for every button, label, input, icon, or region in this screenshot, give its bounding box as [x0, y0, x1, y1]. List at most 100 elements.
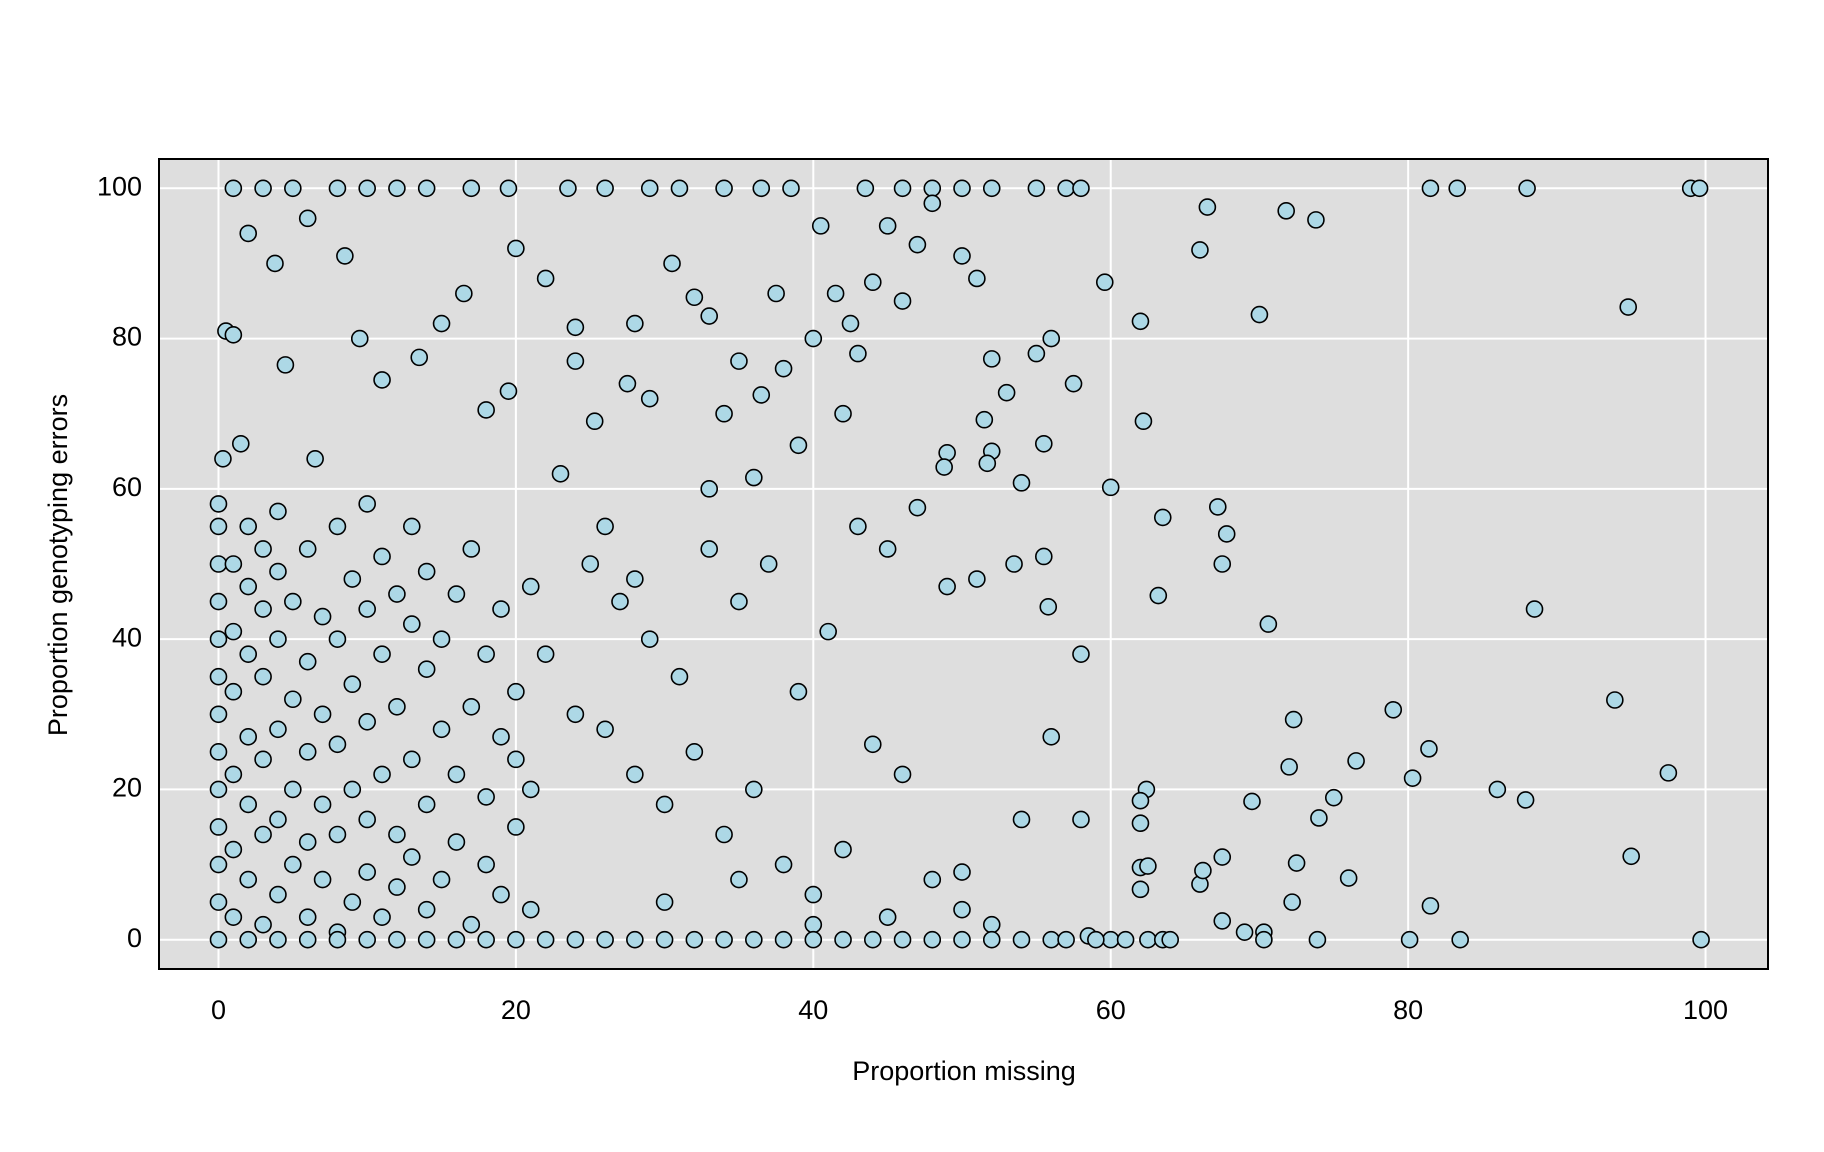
point: [834, 404, 852, 423]
point: [358, 712, 376, 731]
point: [1057, 179, 1075, 198]
point: [774, 855, 793, 874]
point: [640, 389, 659, 408]
point: [1310, 809, 1328, 827]
point: [935, 458, 953, 476]
point: [536, 645, 555, 663]
point: [804, 329, 823, 348]
point: [878, 540, 897, 558]
point: [507, 750, 525, 769]
point: [1213, 555, 1232, 573]
point: [1057, 930, 1075, 949]
point: [209, 780, 228, 799]
point: [224, 682, 243, 701]
point: [269, 930, 287, 949]
point: [767, 284, 785, 303]
point: [507, 818, 525, 836]
point: [417, 900, 436, 919]
point: [269, 720, 287, 739]
point: [596, 517, 614, 536]
y-tick-label: 0: [127, 923, 142, 953]
y-tick-label: 100: [97, 171, 142, 201]
point: [269, 562, 287, 581]
point: [804, 915, 823, 934]
point: [306, 450, 324, 468]
point: [1448, 179, 1467, 198]
point: [388, 878, 406, 896]
point: [811, 217, 830, 235]
point: [655, 930, 674, 949]
point: [841, 314, 860, 333]
point: [269, 502, 287, 521]
point: [209, 592, 228, 611]
point: [685, 743, 704, 761]
point: [1516, 791, 1535, 809]
point: [923, 179, 942, 198]
point: [826, 284, 845, 303]
point: [982, 179, 1001, 198]
point: [417, 795, 436, 814]
x-tick-label: 80: [1393, 995, 1423, 1025]
point: [455, 284, 473, 303]
point: [388, 825, 406, 844]
point: [1134, 412, 1153, 431]
point: [269, 885, 287, 904]
point: [1149, 586, 1168, 605]
point: [224, 179, 243, 198]
point: [209, 930, 228, 949]
point: [566, 318, 585, 337]
point: [1161, 930, 1180, 949]
point: [432, 720, 451, 739]
point: [358, 600, 376, 618]
point: [893, 765, 912, 784]
point: [752, 179, 771, 198]
point: [953, 247, 971, 265]
point: [403, 615, 421, 633]
point: [336, 247, 354, 265]
point: [1035, 547, 1053, 566]
point: [953, 900, 971, 919]
point: [834, 840, 852, 859]
point: [328, 630, 347, 648]
point: [1280, 758, 1298, 776]
point: [730, 352, 748, 370]
point: [1451, 930, 1469, 949]
point: [1525, 600, 1544, 618]
point: [536, 269, 555, 288]
point: [953, 863, 971, 881]
point: [640, 630, 659, 648]
point: [388, 930, 406, 949]
point: [373, 765, 391, 784]
point: [462, 697, 481, 716]
point: [388, 179, 406, 198]
point: [745, 780, 763, 799]
point: [536, 930, 555, 949]
point: [856, 179, 875, 198]
point: [1101, 478, 1120, 497]
point: [655, 795, 674, 814]
point: [878, 217, 897, 235]
point: [953, 179, 971, 198]
point: [499, 179, 518, 198]
point: [298, 930, 317, 949]
point: [1116, 930, 1135, 949]
y-tick-label: 40: [112, 622, 142, 652]
point: [982, 930, 1001, 949]
x-tick-label: 20: [501, 995, 531, 1025]
point: [209, 495, 228, 513]
point: [626, 314, 644, 333]
point: [1259, 615, 1278, 633]
point: [358, 495, 376, 513]
point: [1064, 374, 1083, 393]
point: [908, 235, 927, 254]
point: [1039, 598, 1058, 616]
point: [1384, 700, 1403, 719]
point: [1139, 857, 1157, 875]
point: [559, 179, 577, 198]
point: [1035, 434, 1053, 453]
point: [447, 585, 466, 603]
point: [521, 900, 540, 919]
point: [685, 288, 704, 307]
point: [1213, 848, 1232, 866]
point: [507, 239, 525, 258]
